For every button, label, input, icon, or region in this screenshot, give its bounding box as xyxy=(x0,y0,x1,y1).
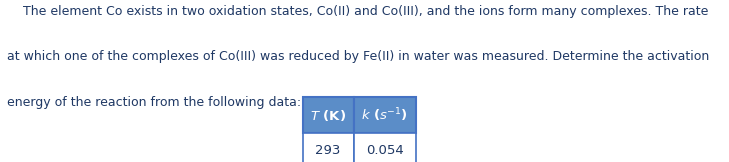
Text: 0.054: 0.054 xyxy=(366,144,403,157)
Text: $\mathit{k}$ ($\mathit{s}^{-1}$): $\mathit{k}$ ($\mathit{s}^{-1}$) xyxy=(361,106,408,124)
Bar xyxy=(354,97,416,133)
Text: $\mathit{T}$ (K): $\mathit{T}$ (K) xyxy=(310,108,346,122)
Text: energy of the reaction from the following data:: energy of the reaction from the followin… xyxy=(7,96,301,109)
Text: at which one of the complexes of Co(III) was reduced by Fe(II) in water was meas: at which one of the complexes of Co(III)… xyxy=(7,50,709,63)
Text: The element Co exists in two oxidation states, Co(II) and Co(III), and the ions : The element Co exists in two oxidation s… xyxy=(7,5,709,18)
Text: 293: 293 xyxy=(316,144,340,157)
Bar xyxy=(354,133,416,162)
Bar xyxy=(303,133,354,162)
Bar xyxy=(303,97,354,133)
